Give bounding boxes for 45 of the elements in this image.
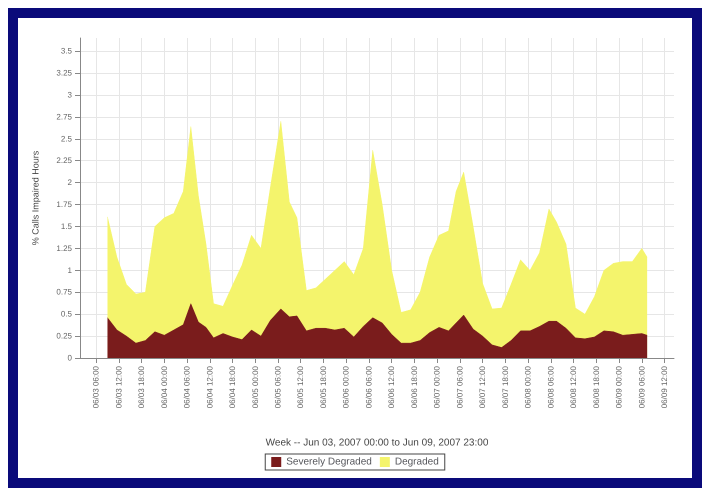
x-tick-label: 06/06 12:00: [387, 365, 396, 408]
y-tick-label: 3.25: [56, 68, 73, 78]
x-tick-label: 06/04 06:00: [182, 365, 192, 408]
y-tick-label: 2.75: [56, 112, 73, 122]
x-tick-label: 06/08 00:00: [524, 365, 533, 408]
x-tick-label: 06/09 00:00: [614, 365, 624, 408]
y-tick-label: 1: [68, 266, 73, 275]
y-tick-label: 0.5: [60, 310, 73, 319]
x-tick-label: 06/04 00:00: [160, 365, 169, 408]
y-tick-label: 0.25: [56, 332, 73, 341]
x-tick-label: 06/08 12:00: [569, 365, 578, 408]
x-tick-label: 06/04 12:00: [205, 365, 214, 408]
x-tick-label: 06/05 18:00: [318, 365, 328, 408]
x-tick-label: 06/06 18:00: [410, 365, 419, 408]
x-tick-label: 06/03 12:00: [114, 365, 124, 408]
x-tick-label: 06/07 18:00: [500, 365, 510, 408]
x-tick-label: 06/05 06:00: [274, 365, 282, 408]
y-tick-label: 1.5: [60, 222, 73, 231]
x-tick-label: 06/03 18:00: [137, 365, 146, 408]
x-tick-label: 06/03 06:00: [92, 365, 101, 408]
legend-label: Degraded: [394, 456, 439, 468]
x-tick-label: 06/09 12:00: [660, 365, 670, 408]
x-tick-label: 06/04 18:00: [228, 365, 238, 408]
x-tick-label: 06/07 12:00: [478, 365, 488, 408]
x-tick-label: 06/08 06:00: [546, 365, 556, 408]
y-tick-label: 2: [68, 178, 73, 188]
x-tick-label: 06/08 18:00: [592, 365, 601, 408]
x-tick-label: 06/07 00:00: [432, 365, 442, 408]
y-tick-label: 2.5: [60, 134, 73, 144]
y-tick-label: 0: [68, 354, 73, 362]
y-tick-label: 3: [68, 90, 73, 100]
x-tick-label: 06/05 12:00: [296, 365, 306, 408]
y-tick-label: 1.75: [56, 200, 73, 210]
y-axis-title: % Calls Impaired Hours: [30, 150, 40, 246]
x-tick-label: 06/06 06:00: [364, 365, 374, 408]
x-tick-label: 06/07 06:00: [455, 365, 464, 408]
y-tick-label: 0.75: [56, 288, 73, 297]
x-tick-label: 06/09 06:00: [637, 365, 646, 408]
y-tick-label: 3.5: [60, 46, 73, 56]
y-tick-label: 2.25: [56, 156, 73, 166]
legend-label: Severely Degraded: [286, 456, 372, 468]
y-tick-label: 1.25: [56, 244, 73, 253]
x-axis-title: Week -- Jun 03, 2007 00:00 to Jun 09, 2007 23:00: [266, 438, 489, 448]
x-tick-label: 06/06 00:00: [342, 365, 351, 408]
x-tick-label: 06/05 00:00: [250, 365, 260, 408]
